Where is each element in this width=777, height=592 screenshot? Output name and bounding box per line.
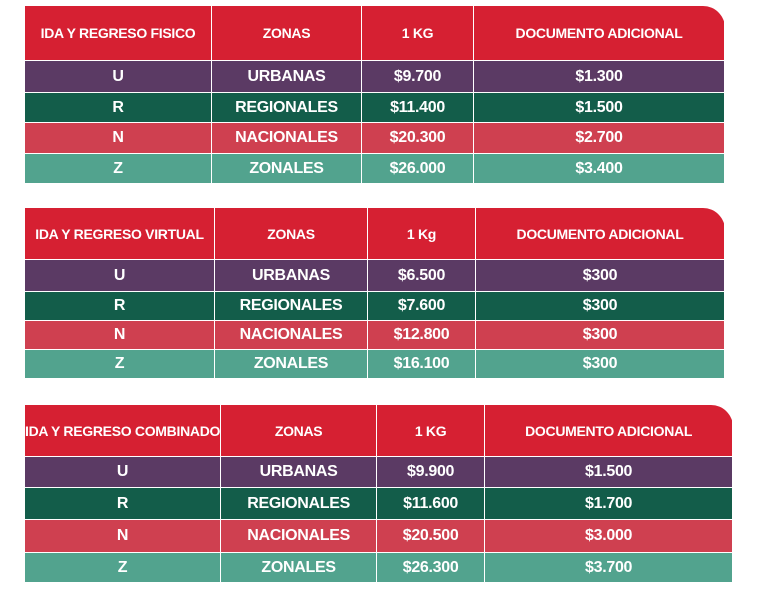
price-documento: $3.000 xyxy=(484,519,734,553)
price-documento: $300 xyxy=(475,291,725,321)
zone-code: R xyxy=(24,291,215,321)
header-documento: DOCUMENTO ADICIONAL xyxy=(475,207,725,260)
zone-name: NACIONALES xyxy=(214,320,368,350)
price-documento: $1.700 xyxy=(484,487,734,520)
table-row: U URBANAS $9.700 $1.300 xyxy=(24,60,725,93)
table-row: R REGIONALES $7.600 $300 xyxy=(24,291,725,321)
price-documento: $300 xyxy=(475,349,725,379)
header-service: IDA Y REGRESO VIRTUAL xyxy=(24,207,215,260)
table-row: R REGIONALES $11.400 $1.500 xyxy=(24,92,725,123)
table-row: N NACIONALES $12.800 $300 xyxy=(24,320,725,350)
zone-code: Z xyxy=(24,349,215,379)
table-row: Z ZONALES $26.000 $3.400 xyxy=(24,153,725,184)
price-documento: $2.700 xyxy=(473,122,725,154)
header-weight: 1 KG xyxy=(361,5,474,61)
price-1kg: $6.500 xyxy=(367,259,476,292)
zone-code: N xyxy=(24,122,212,154)
table-row: R REGIONALES $11.600 $1.700 xyxy=(23,487,734,520)
price-1kg: $11.600 xyxy=(376,487,486,520)
price-documento: $1.300 xyxy=(473,60,725,93)
table-row: N NACIONALES $20.500 $3.000 xyxy=(23,519,734,553)
price-1kg: $9.700 xyxy=(361,60,474,93)
header-zonas: ZONAS xyxy=(211,5,362,61)
price-documento: $300 xyxy=(475,320,725,350)
price-1kg: $11.400 xyxy=(361,92,474,123)
zone-code: U xyxy=(24,259,215,292)
zone-name: ZONALES xyxy=(214,349,368,379)
zone-code: U xyxy=(24,60,212,93)
price-1kg: $16.100 xyxy=(367,349,476,379)
price-documento: $1.500 xyxy=(484,456,734,488)
zone-code: Z xyxy=(23,552,222,583)
header-weight: 1 Kg xyxy=(367,207,476,260)
table-header-row: IDA Y REGRESO COMBINADO ZONAS 1 KG DOCUM… xyxy=(23,404,734,457)
table-row: U URBANAS $6.500 $300 xyxy=(24,259,725,292)
zone-name: URBANAS xyxy=(214,259,368,292)
price-1kg: $26.300 xyxy=(376,552,486,583)
price-documento: $300 xyxy=(475,259,725,292)
price-1kg: $9.900 xyxy=(376,456,486,488)
table-row: Z ZONALES $16.100 $300 xyxy=(24,349,725,379)
table-row: N NACIONALES $20.300 $2.700 xyxy=(24,122,725,154)
zone-name: URBANAS xyxy=(220,456,378,488)
tariff-table-virtual: IDA Y REGRESO VIRTUAL ZONAS 1 Kg DOCUMEN… xyxy=(24,207,725,379)
header-weight: 1 KG xyxy=(376,404,486,457)
table-row: U URBANAS $9.900 $1.500 xyxy=(23,456,734,488)
header-documento: DOCUMENTO ADICIONAL xyxy=(473,5,725,61)
zone-code: R xyxy=(23,487,222,520)
zone-name: NACIONALES xyxy=(220,519,378,553)
header-zonas: ZONAS xyxy=(220,404,378,457)
price-1kg: $20.500 xyxy=(376,519,486,553)
table-header-row: IDA Y REGRESO VIRTUAL ZONAS 1 Kg DOCUMEN… xyxy=(24,207,725,260)
zone-name: NACIONALES xyxy=(211,122,362,154)
zone-code: N xyxy=(23,519,222,553)
zone-code: N xyxy=(24,320,215,350)
zone-name: ZONALES xyxy=(211,153,362,184)
price-documento: $1.500 xyxy=(473,92,725,123)
zone-code: Z xyxy=(24,153,212,184)
price-1kg: $20.300 xyxy=(361,122,474,154)
zone-name: URBANAS xyxy=(211,60,362,93)
zone-code: R xyxy=(24,92,212,123)
price-1kg: $7.600 xyxy=(367,291,476,321)
zone-code: U xyxy=(23,456,222,488)
header-zonas: ZONAS xyxy=(214,207,368,260)
zone-name: ZONALES xyxy=(220,552,378,583)
zone-name: REGIONALES xyxy=(211,92,362,123)
zone-name: REGIONALES xyxy=(220,487,378,520)
table-row: Z ZONALES $26.300 $3.700 xyxy=(23,552,734,583)
price-1kg: $26.000 xyxy=(361,153,474,184)
header-service: IDA Y REGRESO COMBINADO xyxy=(23,404,222,457)
price-1kg: $12.800 xyxy=(367,320,476,350)
tariff-table-fisico: IDA Y REGRESO FISICO ZONAS 1 KG DOCUMENT… xyxy=(24,5,725,184)
table-header-row: IDA Y REGRESO FISICO ZONAS 1 KG DOCUMENT… xyxy=(24,5,725,61)
header-service: IDA Y REGRESO FISICO xyxy=(24,5,212,61)
tariff-table-combinado: IDA Y REGRESO COMBINADO ZONAS 1 KG DOCUM… xyxy=(23,404,734,583)
header-documento: DOCUMENTO ADICIONAL xyxy=(484,404,734,457)
price-documento: $3.700 xyxy=(484,552,734,583)
zone-name: REGIONALES xyxy=(214,291,368,321)
price-documento: $3.400 xyxy=(473,153,725,184)
